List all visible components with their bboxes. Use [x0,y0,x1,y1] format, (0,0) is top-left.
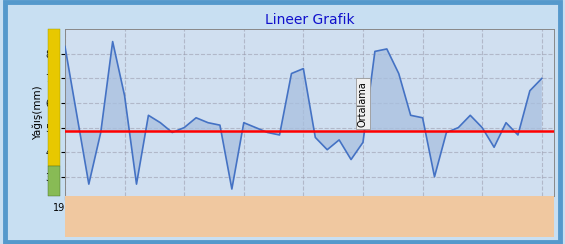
Title: Lineer Grafik: Lineer Grafik [264,13,354,27]
Text: Ortalama: Ortalama [358,81,368,127]
Y-axis label: Yağış(mm): Yağış(mm) [32,86,43,140]
X-axis label: Yillar: Yillar [295,215,324,228]
